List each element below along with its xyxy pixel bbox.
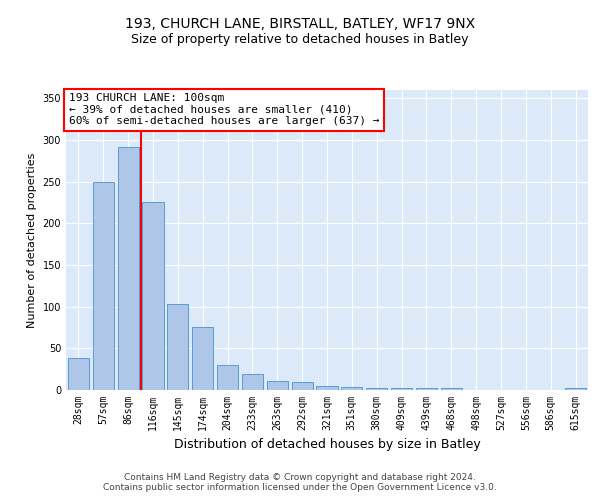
Y-axis label: Number of detached properties: Number of detached properties xyxy=(27,152,37,328)
Bar xyxy=(441,388,462,390)
Bar xyxy=(341,386,362,390)
Bar xyxy=(142,202,164,390)
Bar xyxy=(565,388,586,390)
Bar xyxy=(316,386,338,390)
Text: 193, CHURCH LANE, BIRSTALL, BATLEY, WF17 9NX: 193, CHURCH LANE, BIRSTALL, BATLEY, WF17… xyxy=(125,18,475,32)
Bar xyxy=(366,388,387,390)
Bar xyxy=(68,358,89,390)
Text: 193 CHURCH LANE: 100sqm
← 39% of detached houses are smaller (410)
60% of semi-d: 193 CHURCH LANE: 100sqm ← 39% of detache… xyxy=(68,93,379,126)
X-axis label: Distribution of detached houses by size in Batley: Distribution of detached houses by size … xyxy=(173,438,481,452)
Bar xyxy=(416,388,437,390)
Bar xyxy=(292,382,313,390)
Bar xyxy=(192,326,213,390)
Bar xyxy=(167,304,188,390)
Bar xyxy=(118,146,139,390)
Bar xyxy=(93,182,114,390)
Text: Contains public sector information licensed under the Open Government Licence v3: Contains public sector information licen… xyxy=(103,484,497,492)
Text: Size of property relative to detached houses in Batley: Size of property relative to detached ho… xyxy=(131,32,469,46)
Text: Contains HM Land Registry data © Crown copyright and database right 2024.: Contains HM Land Registry data © Crown c… xyxy=(124,474,476,482)
Bar xyxy=(391,388,412,390)
Bar xyxy=(242,374,263,390)
Bar xyxy=(267,381,288,390)
Bar xyxy=(217,365,238,390)
